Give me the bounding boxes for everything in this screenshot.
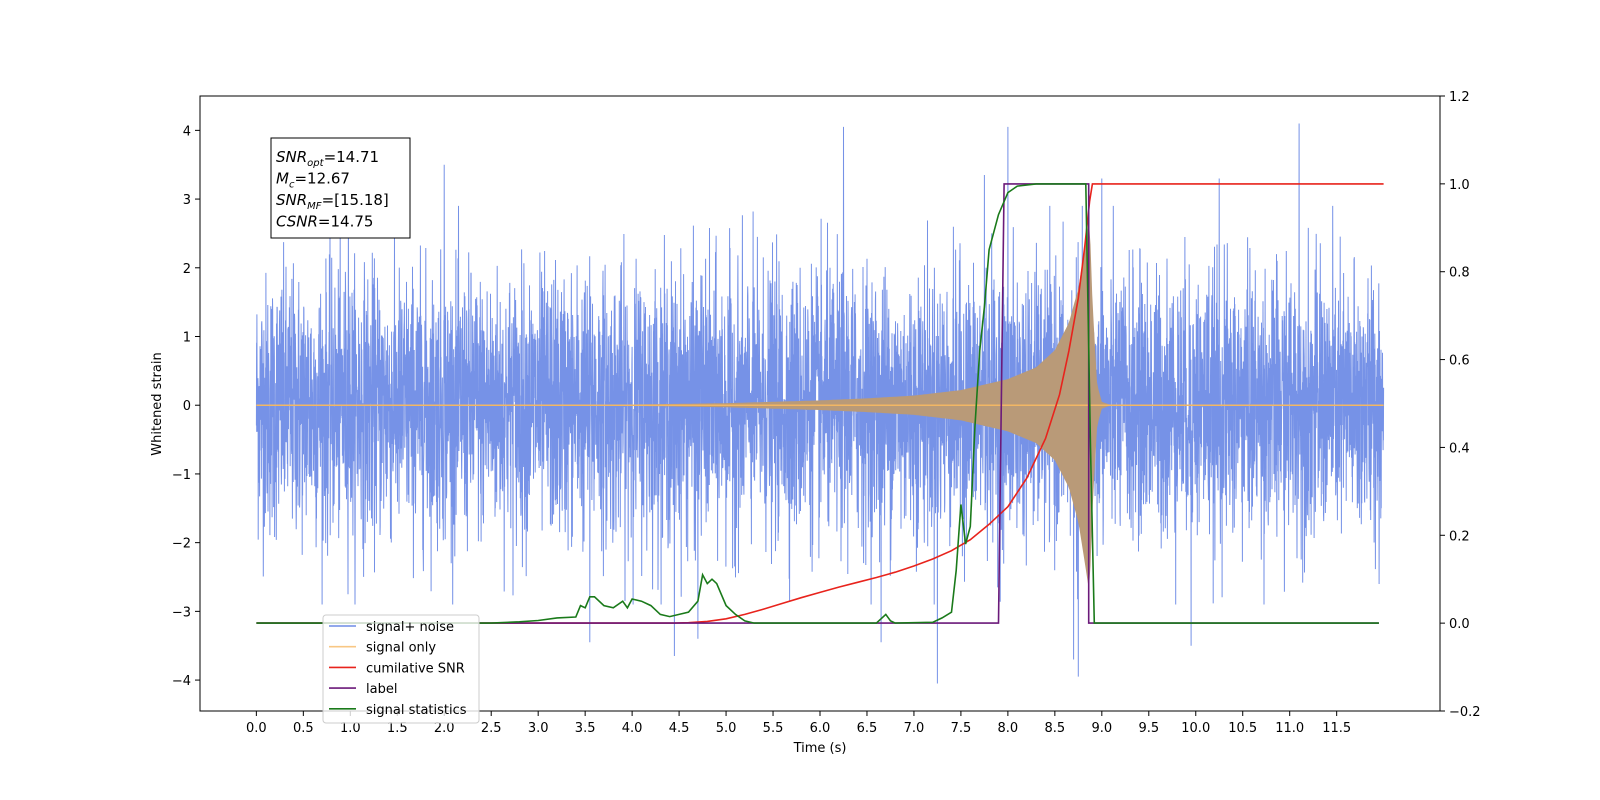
snr-annotation-box: SNRopt=14.71Mc=12.67SNRMF=[15.18]CSNR=14… — [270, 137, 411, 239]
x-tick-label: 3.5 — [575, 721, 596, 736]
y2-tick-label: 1.0 — [1449, 178, 1470, 193]
signal-noise-line — [255, 123, 1385, 684]
x-tick-label: 9.5 — [1138, 721, 1159, 736]
x-tick-label: 5.5 — [763, 721, 784, 736]
annotation-line: SNRopt=14.71 — [276, 148, 379, 169]
x-axis-ticks: 0.0 0.5 1.0 1.5 2.0 2.5 3.0 3.5 4.0 4.5 5.0 5.5 6.0 6… — [246, 711, 1351, 736]
x-tick-label: 4.0 — [622, 721, 643, 736]
series-signal-statistics-line — [256, 183, 1379, 624]
legend-label: cumilative SNR — [366, 661, 465, 676]
y2-tick-label: 0.4 — [1449, 441, 1470, 456]
x-tick-label: 5.0 — [716, 721, 737, 736]
y-tick-label: 3 — [183, 193, 191, 208]
x-tick-label: 1.0 — [340, 721, 361, 736]
y2-tick-label: −0.2 — [1449, 705, 1481, 720]
x-tick-label: 0.5 — [293, 721, 314, 736]
y-tick-label: −2 — [172, 537, 191, 552]
x-tick-label: 0.0 — [246, 721, 267, 736]
legend-label: signal+ noise — [366, 620, 454, 635]
legend-frame — [322, 614, 480, 724]
x-tick-label: 10.5 — [1228, 721, 1257, 736]
x-tick-label: 4.5 — [669, 721, 690, 736]
x-tick-label: 8.0 — [998, 721, 1019, 736]
y2-tick-label: 0.2 — [1449, 529, 1470, 544]
annotation-line: Mc=12.67 — [276, 170, 350, 191]
x-tick-label: 11.0 — [1275, 721, 1304, 736]
x-tick-label: 6.5 — [857, 721, 878, 736]
series-signal-only — [256, 220, 1384, 590]
x-axis-label: Time (s) — [793, 741, 847, 756]
x-tick-label: 3.0 — [528, 721, 549, 736]
y2-tick-label: 0.6 — [1449, 354, 1470, 369]
x-tick-label: 11.5 — [1322, 721, 1351, 736]
legend: signal+ noise signal only cumilative SNR la… — [322, 614, 480, 724]
x-tick-label: 2.0 — [434, 721, 455, 736]
x-tick-label: 7.5 — [951, 721, 972, 736]
y-axis-label: Whitened strain — [150, 352, 165, 455]
x-tick-label: 10.0 — [1181, 721, 1210, 736]
x-tick-label: 6.0 — [810, 721, 831, 736]
y2-tick-label: 0.0 — [1449, 617, 1470, 632]
x-tick-label: 9.0 — [1091, 721, 1112, 736]
y-tick-label: 1 — [183, 331, 191, 346]
y-tick-label: 0 — [183, 399, 191, 414]
y-tick-label: −3 — [172, 605, 191, 620]
y-tick-label: 4 — [183, 124, 191, 139]
y-tick-label: 2 — [183, 262, 191, 277]
y2-tick-label: 1.2 — [1449, 90, 1470, 105]
legend-label: signal statistics — [366, 703, 467, 718]
y2-axis-ticks: −0.2 0.0 0.2 0.4 0.6 0.8 1.0 1.2 — [1440, 90, 1481, 720]
series-right-axis-lines — [256, 183, 1384, 624]
x-tick-label: 1.5 — [387, 721, 408, 736]
annotation-line: CSNR=14.75 — [276, 213, 373, 231]
legend-label: label — [366, 682, 397, 697]
y-axis-ticks: −4 −3 −2 −1 0 1 2 3 4 — [172, 124, 200, 689]
y2-tick-label: 0.8 — [1449, 266, 1470, 281]
y-tick-label: −1 — [172, 468, 191, 483]
legend-label: signal only — [366, 641, 436, 656]
x-tick-label: 7.0 — [904, 721, 925, 736]
annotation-line: SNRMF=[15.18] — [276, 191, 389, 212]
x-tick-label: 8.5 — [1045, 721, 1066, 736]
annotation-frame — [270, 137, 411, 239]
series-signal-noise — [255, 123, 1385, 684]
y-tick-label: −4 — [172, 674, 191, 689]
x-tick-label: 2.5 — [481, 721, 502, 736]
